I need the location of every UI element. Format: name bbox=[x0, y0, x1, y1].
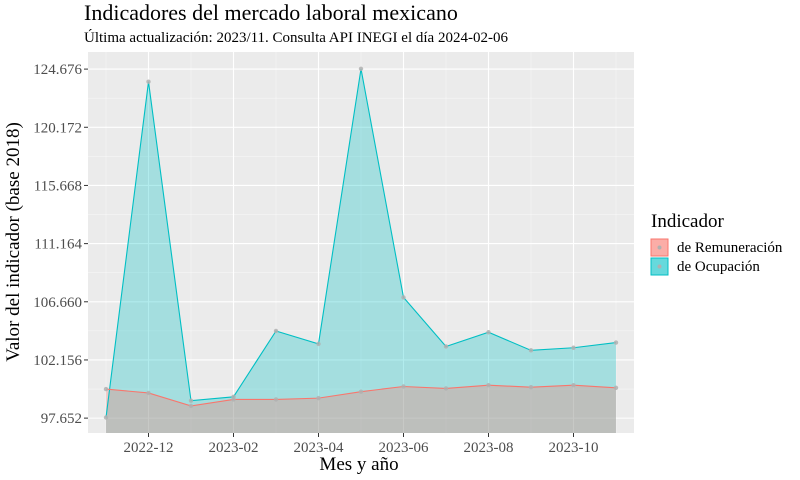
y-axis-title: Valor del indicador (base 2018) bbox=[3, 122, 24, 362]
grid-major bbox=[88, 52, 634, 433]
x-tick-label: 2023-10 bbox=[549, 440, 599, 456]
data-point bbox=[401, 295, 406, 300]
data-point bbox=[188, 403, 194, 409]
data-point bbox=[571, 383, 576, 388]
y-tick-label: 102.156 bbox=[33, 353, 82, 369]
data-point bbox=[613, 340, 619, 345]
legend-key-point bbox=[657, 264, 662, 269]
data-point bbox=[358, 389, 364, 394]
data-point bbox=[273, 397, 279, 402]
x-axis: 2022-12 2023-02 2023-04 2023-06 2023-08 2023-… bbox=[124, 433, 599, 456]
data-point bbox=[528, 384, 534, 390]
area-de-ocupación bbox=[106, 68, 616, 434]
data-point bbox=[103, 415, 109, 420]
x-tick-label: 2022-12 bbox=[124, 440, 174, 456]
y-tick-label: 120.172 bbox=[33, 120, 82, 136]
y-axis: 97.652 102.156 106.660 111.164 115.668 120.17… bbox=[33, 62, 88, 427]
data-point bbox=[316, 395, 321, 401]
legend-items: de Remuneración de Ocupación bbox=[650, 238, 783, 276]
data-point bbox=[571, 345, 576, 350]
legend-item: de Remuneración bbox=[650, 238, 783, 257]
x-tick-label: 2023-02 bbox=[209, 440, 259, 456]
y-tick-label: 106.660 bbox=[33, 295, 82, 311]
data-point bbox=[358, 66, 364, 71]
chart-title: Indicadores del mercado laboral mexicano bbox=[84, 0, 458, 25]
data-point bbox=[443, 386, 449, 391]
y-tick-label: 111.164 bbox=[34, 237, 82, 253]
legend-item: de Ocupación bbox=[650, 257, 760, 276]
series-points bbox=[103, 66, 619, 420]
data-point bbox=[613, 385, 619, 390]
legend-label: de Remuneración bbox=[677, 240, 783, 256]
legend: Indicador de Remuneración de Ocupación bbox=[650, 211, 783, 276]
data-point bbox=[316, 341, 321, 347]
x-tick-label: 2023-08 bbox=[464, 440, 514, 456]
data-point bbox=[231, 397, 236, 402]
data-point bbox=[188, 398, 194, 403]
y-tick-label: 115.668 bbox=[34, 178, 82, 194]
area-de-remuneración bbox=[106, 385, 616, 433]
x-tick-label: 2023-04 bbox=[294, 440, 344, 456]
data-point bbox=[486, 330, 491, 335]
x-axis-title: Mes y año bbox=[319, 454, 398, 475]
data-point bbox=[146, 79, 151, 84]
legend-label: de Ocupación bbox=[677, 259, 760, 275]
x-tick-label: 2023-06 bbox=[379, 440, 429, 456]
legend-key-point bbox=[657, 245, 662, 250]
y-tick-label: 97.652 bbox=[41, 411, 82, 427]
data-point bbox=[443, 344, 449, 349]
data-point bbox=[401, 384, 406, 389]
series-areas bbox=[106, 68, 616, 434]
data-point bbox=[486, 383, 491, 388]
grid-minor bbox=[88, 52, 634, 433]
data-point bbox=[528, 348, 534, 353]
y-tick-label: 124.676 bbox=[33, 62, 82, 78]
legend-title: Indicador bbox=[651, 211, 724, 232]
chart-subtitle: Última actualización: 2023/11. Consulta … bbox=[84, 29, 508, 46]
data-point bbox=[273, 328, 279, 334]
data-point bbox=[146, 390, 151, 396]
data-point bbox=[103, 386, 109, 392]
